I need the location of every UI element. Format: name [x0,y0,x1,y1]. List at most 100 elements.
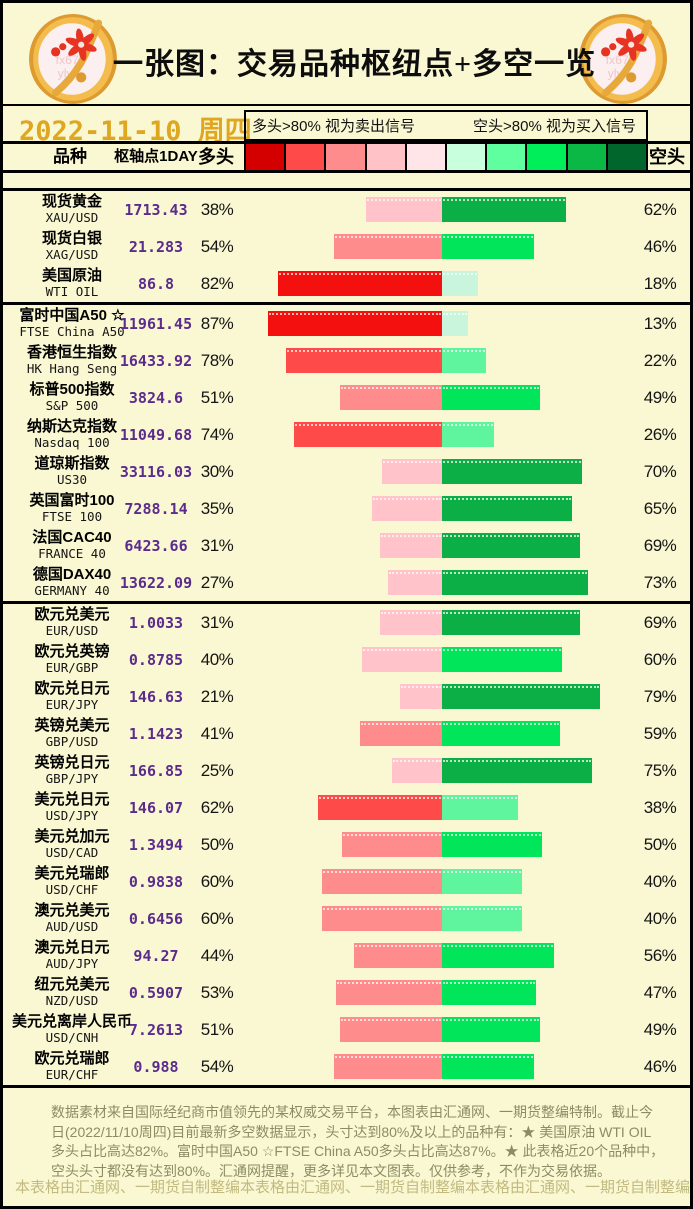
short-percent: 56% [643,945,677,965]
short-bar [442,533,580,558]
instrument-code: EUR/CHF [45,1067,99,1082]
table-row: 英国富时100 FTSE 100 7288.14 35% 65% [3,490,690,527]
instrument-cell: 欧元兑瑞郎 EUR/CHF [9,1048,135,1085]
short-bar [442,422,494,447]
pivot-value: 16433.92 [119,351,193,370]
pivot-value: 0.5907 [128,983,184,1002]
scale-cell [447,144,486,170]
instrument-code: EUR/GBP [45,660,99,675]
long-percent: 54% [200,236,234,256]
short-bar [442,647,562,672]
short-bar [442,348,486,373]
instrument-code: USD/CHF [45,882,99,897]
instrument-cell: 法国CAC40 FRANCE 40 [9,527,135,564]
long-bar [354,943,442,968]
table-row: 澳元兑日元 AUD/JPY 94.27 44% 56% [3,937,690,974]
table-row: 富时中国A50 ☆ FTSE China A50 11961.45 87% 13% [3,305,690,342]
short-bar [442,496,572,521]
instrument-code: Nasdaq 100 [34,435,110,450]
instrument-cell: 富时中国A50 ☆ FTSE China A50 [9,305,135,342]
long-bar [322,869,442,894]
short-percent: 59% [643,723,677,743]
sentiment-color-scale [244,144,648,170]
short-percent: 18% [643,273,677,293]
short-bar [442,271,478,296]
instrument-cell: 美元兑加元 USD/CAD [9,826,135,863]
instrument-name: 澳元兑美元 [34,902,110,919]
short-percent: 47% [643,982,677,1002]
pivot-value: 7.2613 [128,1020,184,1039]
long-percent: 44% [200,945,234,965]
short-bar [442,311,468,336]
short-percent: 22% [643,350,677,370]
instrument-cell: 美元兑离岸人民币 USD/CNH [9,1011,135,1048]
long-bar [400,684,442,709]
instrument-name: 现货黄金 [41,193,102,210]
long-bar [342,832,442,857]
column-header-instrument: 品种 [53,147,87,166]
instrument-code: EUR/USD [45,623,99,638]
short-percent: 13% [643,313,677,333]
long-percent: 27% [200,572,234,592]
pivot-value: 166.85 [128,761,184,780]
instrument-code: XAG/USD [45,247,99,262]
table-row: 美元兑加元 USD/CAD 1.3494 50% 50% [3,826,690,863]
short-percent: 49% [643,387,677,407]
long-percent: 53% [200,982,234,1002]
long-percent: 82% [200,273,234,293]
table-row: 英镑兑日元 GBP/JPY 166.85 25% 75% [3,752,690,789]
long-bar [322,906,442,931]
instrument-cell: 美元兑日元 USD/JPY [9,789,135,826]
instrument-cell: 欧元兑英镑 EUR/GBP [9,641,135,678]
short-bar [442,721,560,746]
instrument-code: WTI OIL [45,284,99,299]
instrument-cell: 英镑兑美元 GBP/USD [9,715,135,752]
pivot-value: 6423.66 [124,536,188,555]
instrument-cell: 美元兑瑞郎 USD/CHF [9,863,135,900]
column-header-short: 空头 [649,147,685,167]
scale-cell [607,144,647,170]
long-percent: 40% [200,649,234,669]
short-bar [442,1054,534,1079]
watermark-text: 本表格由汇通网、一期货自制整编 [240,1179,466,1196]
instrument-name: 英镑兑日元 [34,754,110,771]
short-bar [442,869,522,894]
long-bar [340,385,442,410]
short-percent: 73% [643,572,677,592]
scale-cell [527,144,566,170]
pivot-value: 86.8 [137,274,175,293]
table-row: 德国DAX40 GERMANY 40 13622.09 27% 73% [3,564,690,601]
pivot-value: 33116.03 [119,462,193,481]
long-bar [392,758,442,783]
short-percent: 62% [643,199,677,219]
title-divider [3,104,690,106]
instrument-name: 美国原油 [41,267,102,284]
instrument-name: 德国DAX40 [32,566,112,583]
short-percent: 46% [643,1056,677,1076]
long-percent: 38% [200,199,234,219]
legend-long-signal: 多头>80% 视为卖出信号 [252,118,415,135]
table-row: 美元兑日元 USD/JPY 146.07 62% 38% [3,789,690,826]
table-row: 道琼斯指数 US30 33116.03 30% 70% [3,453,690,490]
instrument-name: 美元兑加元 [34,828,110,845]
short-percent: 50% [643,834,677,854]
pivot-value: 21.283 [128,237,184,256]
gold-coin-logo-left: fx678 yly [27,13,119,105]
instrument-name: 欧元兑瑞郎 [34,1050,110,1067]
instrument-code: GBP/JPY [45,771,99,786]
gold-coin-logo-right: fx678 yly [577,13,669,105]
long-percent: 25% [200,760,234,780]
long-bar [388,570,442,595]
instrument-code: USD/CNH [45,1030,99,1045]
short-percent: 40% [643,908,677,928]
instrument-name: 富时中国A50 ☆ [19,307,125,324]
table-row: 澳元兑美元 AUD/USD 0.6456 60% 40% [3,900,690,937]
long-percent: 78% [200,350,234,370]
long-percent: 60% [200,908,234,928]
instrument-name: 欧元兑日元 [34,680,110,697]
short-bar [442,943,554,968]
long-percent: 35% [200,498,234,518]
pivot-value: 7288.14 [124,499,188,518]
short-bar [442,610,580,635]
